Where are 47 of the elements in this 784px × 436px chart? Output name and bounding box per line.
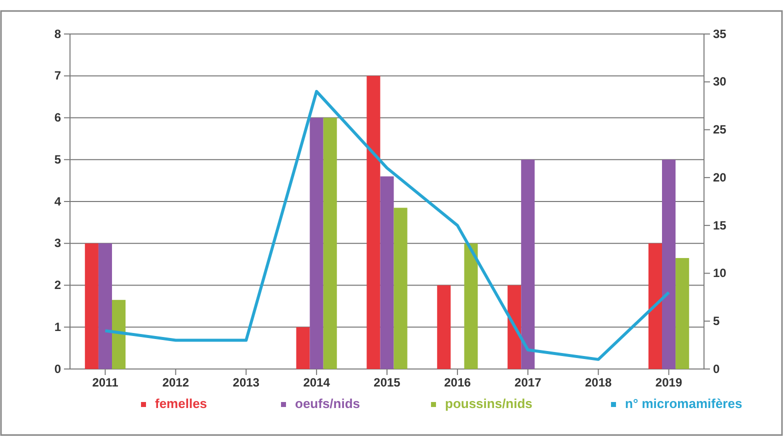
line-series xyxy=(104,90,670,361)
bar xyxy=(437,285,451,369)
bar xyxy=(394,208,408,369)
bar xyxy=(648,243,662,369)
y2-tick-label: 10 xyxy=(713,266,727,280)
y-tick-label: 8 xyxy=(54,26,62,41)
y-tick-label: 6 xyxy=(54,110,62,125)
legend-label: poussins/nids xyxy=(445,396,532,411)
y-tick-label: 7 xyxy=(54,68,62,83)
x-tick-label: 2015 xyxy=(374,376,401,390)
bar xyxy=(508,285,522,369)
x-tick-label: 2014 xyxy=(303,376,330,390)
y2-tick-label: 20 xyxy=(713,170,727,184)
x-tick-label: 2012 xyxy=(162,376,190,390)
bar xyxy=(296,327,310,369)
y-tick-label: 2 xyxy=(54,278,62,292)
y-tick-label: 0 xyxy=(54,362,62,376)
y2-tick-label: 30 xyxy=(713,74,727,89)
y2-tick-label: 35 xyxy=(713,26,727,41)
x-tick-label: 2013 xyxy=(232,376,260,390)
bar xyxy=(98,243,112,369)
x-tick-label: 2017 xyxy=(514,376,542,390)
legend-label: oeufs/nids xyxy=(295,396,360,411)
x-tick-label: 2019 xyxy=(655,376,682,390)
x-tick-label: 2018 xyxy=(584,376,612,390)
y2-tick-label: 0 xyxy=(713,362,720,376)
y-tick-label: 5 xyxy=(54,152,62,166)
bar xyxy=(676,258,690,369)
bar xyxy=(323,118,337,369)
legend-label: n° micromamifères xyxy=(625,396,742,411)
bar xyxy=(84,243,98,369)
legend-label: femelles xyxy=(155,396,208,411)
y2-tick-label: 5 xyxy=(713,314,720,328)
bar xyxy=(662,160,676,369)
x-tick-label: 2011 xyxy=(92,376,119,390)
bar xyxy=(310,118,324,369)
y2-tick-label: 25 xyxy=(713,122,727,137)
x-tick-label: 2016 xyxy=(444,376,472,390)
y-tick-label: 4 xyxy=(54,194,62,208)
bar xyxy=(521,160,535,369)
bar xyxy=(366,76,380,369)
bar xyxy=(112,300,126,369)
y2-tick-label: 15 xyxy=(713,218,727,232)
y-tick-label: 1 xyxy=(54,320,62,334)
y-tick-label: 3 xyxy=(54,236,62,250)
bar xyxy=(380,176,394,369)
bar xyxy=(464,243,478,369)
